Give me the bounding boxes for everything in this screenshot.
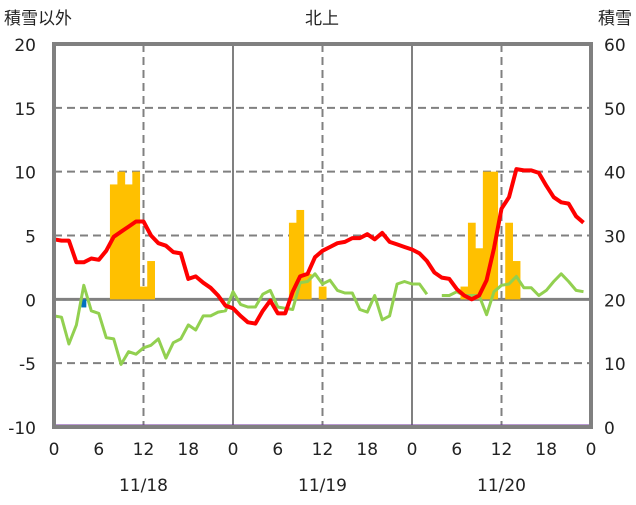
left-tick-label: 15 — [14, 100, 36, 120]
x-tick-label: 12 — [312, 440, 334, 460]
precip-bar — [117, 171, 126, 300]
left-tick-label: 0 — [25, 291, 36, 311]
right-tick-label: 50 — [604, 100, 626, 120]
precip-bar — [467, 222, 476, 300]
right-tick-label: 20 — [604, 291, 626, 311]
date-label: 11/20 — [477, 476, 526, 496]
precip-bar — [490, 171, 499, 300]
right-tick-label: 40 — [604, 164, 626, 184]
x-tick-label: 6 — [451, 440, 462, 460]
x-tick-label: 0 — [586, 440, 597, 460]
chart-title: 北上 — [305, 9, 339, 29]
x-tick-label: 12 — [133, 440, 155, 460]
precip-bar — [109, 184, 118, 300]
precip-bar — [132, 171, 141, 300]
x-tick-label: 6 — [272, 440, 283, 460]
left-tick-label: 10 — [14, 164, 36, 184]
plot-border — [52, 42, 593, 429]
precip-bar — [296, 209, 305, 300]
right-tick-label: 0 — [604, 419, 615, 439]
date-label: 11/19 — [298, 476, 347, 496]
precip-bar — [482, 171, 491, 300]
right-tick-label: 60 — [604, 36, 626, 56]
precip-bar — [147, 261, 155, 300]
date-label: 11/18 — [119, 476, 168, 496]
x-tick-label: 0 — [49, 440, 60, 460]
x-tick-label: 18 — [356, 440, 378, 460]
precip-bar — [460, 286, 469, 300]
x-tick-label: 0 — [228, 440, 239, 460]
temperature-line — [53, 167, 585, 326]
precip-bar — [124, 184, 133, 300]
blue-marker — [81, 299, 87, 308]
plot-frame — [52, 42, 593, 429]
left-tick-label: -5 — [19, 355, 36, 375]
x-tick-label: 12 — [491, 440, 513, 460]
precip-bar — [475, 248, 484, 300]
x-tick-label: 18 — [535, 440, 557, 460]
x-tick-label: 18 — [177, 440, 199, 460]
bar-series — [109, 171, 521, 300]
precip-bar — [303, 273, 312, 300]
right-tick-label: 30 — [604, 228, 626, 248]
precip-bar — [288, 222, 297, 300]
precip-bar — [318, 286, 327, 300]
precip-bar — [505, 222, 513, 300]
precip-bar — [139, 286, 148, 300]
left-tick-label: 20 — [14, 36, 36, 56]
right-tick-label: 10 — [604, 355, 626, 375]
left-axis-title: 積雪以外 — [4, 9, 72, 29]
left-tick-label: 5 — [25, 228, 36, 248]
precip-bar — [512, 261, 521, 300]
x-tick-label: 0 — [407, 440, 418, 460]
right-axis-title: 積雪 — [598, 9, 632, 29]
left-tick-label: -10 — [8, 419, 36, 439]
x-tick-label: 6 — [93, 440, 104, 460]
